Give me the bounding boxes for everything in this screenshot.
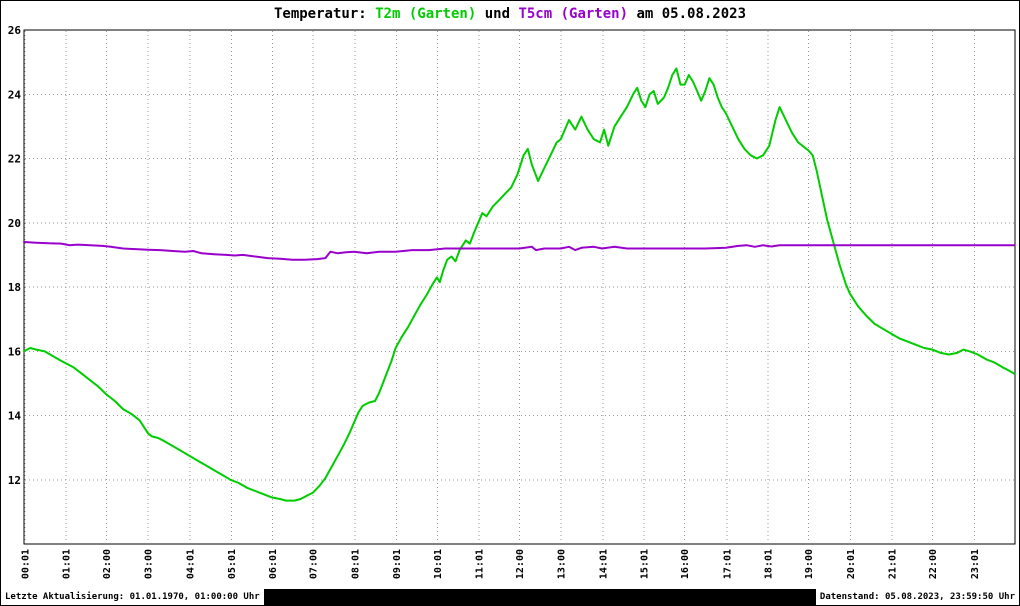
svg-text:10:01: 10:01 xyxy=(433,549,444,579)
svg-text:24: 24 xyxy=(8,88,22,101)
svg-text:20: 20 xyxy=(8,217,21,230)
t2m-line xyxy=(23,67,1016,502)
title-prefix-text: Temperatur: xyxy=(273,6,376,22)
svg-text:18: 18 xyxy=(8,281,21,294)
svg-text:09:01: 09:01 xyxy=(392,549,403,579)
svg-text:06:01: 06:01 xyxy=(268,549,279,579)
chart-title: Temperatur: T2m (Garten) und T5cm (Garte… xyxy=(1,6,1019,22)
status-bar: Letzte Aktualisierung: 01.01.1970, 01:00… xyxy=(1,589,1019,605)
svg-text:16: 16 xyxy=(8,345,22,358)
svg-text:18:01: 18:01 xyxy=(764,549,775,579)
svg-text:11:01: 11:01 xyxy=(475,549,486,579)
x-axis-labels: 00:01 01:01 02:00 03:00 04:01 05:01 06:01 07:00… xyxy=(20,549,981,579)
svg-text:07:00: 07:00 xyxy=(309,549,320,579)
svg-text:21:01: 21:01 xyxy=(888,549,899,579)
svg-text:12: 12 xyxy=(8,474,21,487)
title-date-text: am 05.08.2023 xyxy=(628,6,747,22)
svg-text:08:01: 08:01 xyxy=(351,549,362,579)
svg-text:15:01: 15:01 xyxy=(640,549,651,579)
svg-text:23:01: 23:01 xyxy=(970,549,981,579)
svg-text:05:01: 05:01 xyxy=(227,549,238,579)
svg-text:26: 26 xyxy=(8,24,22,37)
y-axis-labels: 26 24 22 20 18 16 14 12 xyxy=(8,24,22,487)
svg-text:04:01: 04:01 xyxy=(186,549,197,579)
svg-text:22:00: 22:00 xyxy=(928,549,939,579)
svg-text:12:00: 12:00 xyxy=(515,549,526,579)
svg-text:20:01: 20:01 xyxy=(846,549,857,579)
svg-text:16:00: 16:00 xyxy=(680,549,691,579)
title-t5cm-label: T5cm (Garten) xyxy=(518,6,629,22)
title-t2m-label: T2m (Garten) xyxy=(375,6,477,22)
svg-text:01:01: 01:01 xyxy=(62,549,73,579)
grid-lines xyxy=(24,31,1014,543)
last-update-text: Letzte Aktualisierung: 01.01.1970, 01:00… xyxy=(1,589,264,605)
svg-text:03:00: 03:00 xyxy=(143,549,154,579)
svg-text:02:00: 02:00 xyxy=(102,549,113,579)
svg-text:00:01: 00:01 xyxy=(20,549,31,579)
t5cm-line xyxy=(23,241,1016,261)
svg-text:14: 14 xyxy=(8,410,22,423)
svg-text:14:01: 14:01 xyxy=(598,549,609,579)
svg-text:22: 22 xyxy=(8,153,21,166)
plot-frame xyxy=(23,29,1016,545)
svg-text:19:00: 19:00 xyxy=(804,549,815,579)
svg-text:17:01: 17:01 xyxy=(722,549,733,579)
svg-text:13:00: 13:00 xyxy=(556,549,567,579)
title-und-text: und xyxy=(476,6,519,22)
status-bar-filler xyxy=(263,589,816,605)
temperature-line-chart: 26 24 22 20 18 16 14 12 00:01 01:01 02:00 03:00 04:0… xyxy=(8,24,1016,579)
datenstand-text: Datenstand: 05.08.2023, 23:59:50 Uhr xyxy=(815,589,1019,605)
data-series xyxy=(23,67,1016,502)
